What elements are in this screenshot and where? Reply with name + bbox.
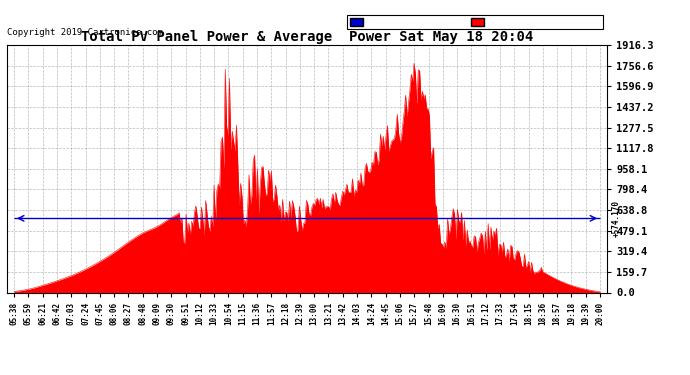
Text: Copyright 2019 Cartronics.com: Copyright 2019 Cartronics.com [7, 28, 163, 37]
Text: +574.170: +574.170 [0, 200, 3, 237]
Legend: Average  (DC Watts), PV Panels  (DC Watts): Average (DC Watts), PV Panels (DC Watts) [347, 15, 602, 29]
Text: +574.170: +574.170 [611, 200, 620, 237]
Title: Total PV Panel Power & Average  Power Sat May 18 20:04: Total PV Panel Power & Average Power Sat… [81, 30, 533, 44]
